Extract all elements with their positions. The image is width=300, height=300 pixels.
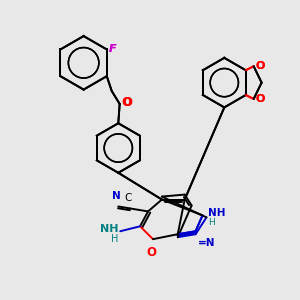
Text: H: H xyxy=(111,234,118,244)
Text: O: O xyxy=(256,94,265,104)
Text: N: N xyxy=(112,190,121,200)
Text: O: O xyxy=(256,61,265,71)
Text: O: O xyxy=(123,96,133,110)
Text: NH: NH xyxy=(100,224,118,234)
Text: O: O xyxy=(146,246,156,259)
Text: =N: =N xyxy=(198,238,215,248)
Text: F: F xyxy=(109,44,116,54)
Text: F: F xyxy=(109,44,116,54)
Text: O: O xyxy=(122,96,132,110)
Text: O: O xyxy=(256,94,265,104)
Text: O: O xyxy=(256,61,265,71)
Text: NH: NH xyxy=(208,208,226,218)
Text: C: C xyxy=(124,193,132,202)
Text: H: H xyxy=(208,218,215,227)
